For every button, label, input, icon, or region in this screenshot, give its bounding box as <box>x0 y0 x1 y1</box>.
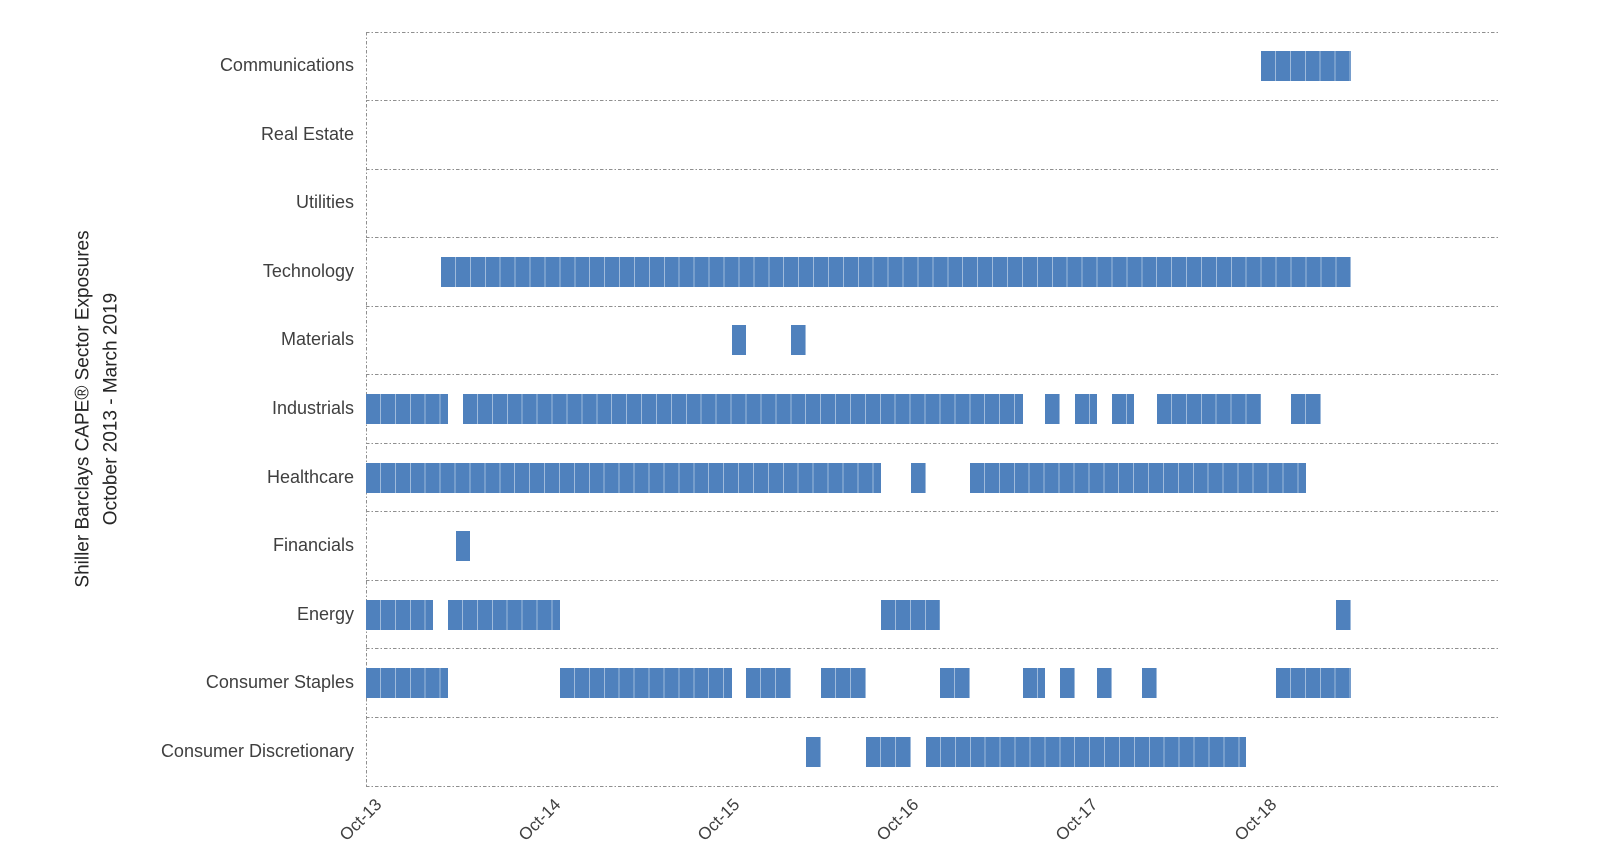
exposure-bar <box>731 325 747 356</box>
y-axis-title: Shiller Barclays CAPE® Sector Exposures … <box>69 230 124 587</box>
exposure-bar <box>806 736 822 767</box>
category-label: Communications <box>219 55 354 76</box>
horizontal-gridline <box>366 168 1500 170</box>
exposure-bar <box>970 462 1307 493</box>
horizontal-gridline <box>366 785 1500 787</box>
horizontal-gridline <box>366 305 1500 307</box>
exposure-bar <box>455 531 471 562</box>
category-label: Utilities <box>295 192 354 213</box>
exposure-bar <box>865 736 911 767</box>
horizontal-gridline <box>366 100 1500 102</box>
horizontal-gridline <box>366 648 1500 650</box>
category-label: Technology <box>262 260 354 281</box>
horizontal-gridline <box>366 31 1500 33</box>
exposure-bar <box>940 668 971 699</box>
category-label: Financials <box>272 535 354 556</box>
x-tick-label: Oct-16 <box>873 795 923 845</box>
category-label: Consumer Discretionary <box>160 740 354 761</box>
exposure-bar <box>791 325 807 356</box>
exposure-bar <box>1156 394 1262 424</box>
exposure-bar <box>1022 668 1045 699</box>
exposure-bar <box>1276 668 1351 699</box>
category-label: Materials <box>280 329 354 350</box>
exposure-bar <box>821 668 866 699</box>
y-axis-title-line1: Shiller Barclays CAPE® Sector Exposures <box>72 230 94 588</box>
category-label: Healthcare <box>266 466 354 487</box>
horizontal-gridline <box>366 579 1500 581</box>
x-tick-label: Oct-18 <box>1231 795 1281 845</box>
exposure-bar <box>1261 51 1351 82</box>
exposure-bar <box>440 256 1351 287</box>
exposure-bar <box>366 599 434 630</box>
exposure-bar <box>1097 668 1113 699</box>
exposure-bar <box>1335 599 1351 630</box>
exposure-bar <box>1141 668 1157 699</box>
category-label: Real Estate <box>260 123 354 144</box>
horizontal-gridline <box>366 511 1500 513</box>
exposure-bar <box>880 599 941 630</box>
horizontal-gridline <box>366 374 1500 376</box>
exposure-bar <box>559 668 732 699</box>
category-label: Industrials <box>271 398 354 418</box>
exposure-bar <box>366 668 449 699</box>
exposure-bar <box>1074 394 1098 424</box>
exposure-bar <box>1059 668 1075 699</box>
horizontal-gridline <box>366 442 1500 444</box>
category-label: Consumer Staples <box>205 672 354 693</box>
x-tick-label: Oct-13 <box>335 795 386 845</box>
x-tick-label: Oct-15 <box>694 795 744 845</box>
exposure-bar <box>910 462 926 493</box>
horizontal-gridline <box>366 716 1500 718</box>
x-tick-label: Oct-14 <box>514 795 565 845</box>
exposure-bar <box>1112 394 1135 424</box>
exposure-bar <box>925 736 1247 767</box>
category-label: Energy <box>296 603 354 624</box>
exposure-bar <box>366 394 449 424</box>
exposure-bar <box>462 394 1023 424</box>
horizontal-gridline <box>366 237 1500 239</box>
exposure-bar <box>448 599 560 630</box>
y-axis-title-line2: October 2013 - March 2019 <box>100 292 121 526</box>
exposure-bar <box>366 462 881 493</box>
exposure-bar <box>1291 394 1321 424</box>
exposure-bar <box>746 668 792 699</box>
x-tick-label: Oct-17 <box>1052 795 1102 845</box>
exposure-bar <box>1044 394 1060 424</box>
